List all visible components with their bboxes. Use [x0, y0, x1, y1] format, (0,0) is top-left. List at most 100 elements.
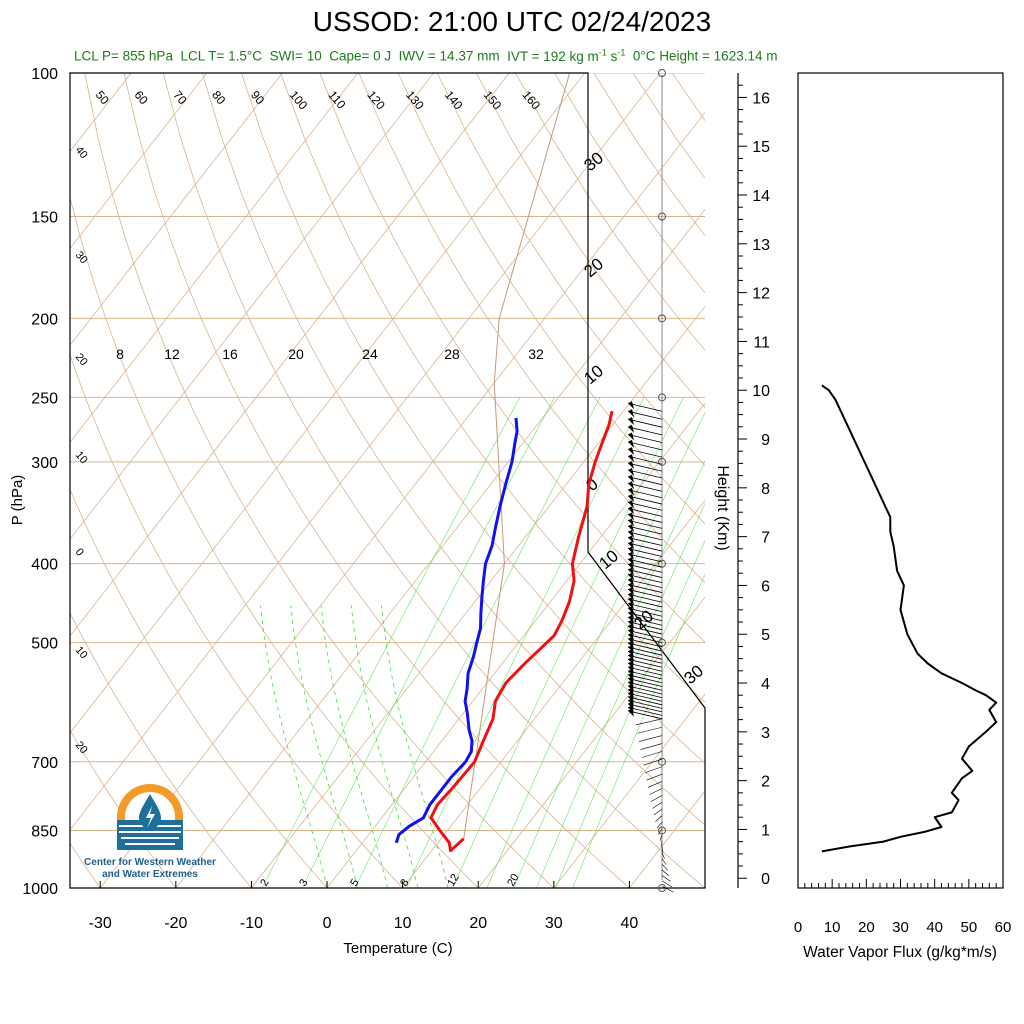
isotherm-label: 150	[481, 88, 505, 113]
mixing-ratio-label: 28	[444, 346, 460, 362]
height-tick-label: 6	[761, 578, 770, 595]
wind-barb	[647, 781, 663, 788]
mixing-ratio-label: 16	[222, 346, 238, 362]
wind-barb	[627, 699, 663, 709]
wind-barb	[627, 621, 663, 631]
isotherm-line	[99, 112, 705, 888]
skew-t-series	[394, 410, 614, 853]
mixing-ratio-line	[301, 397, 555, 888]
wind-barb	[627, 706, 663, 716]
height-tick-label: 11	[753, 334, 770, 351]
dry-adiabat	[280, 73, 705, 703]
wind-barb	[643, 758, 663, 766]
skew-t-plot-border	[69, 72, 706, 889]
wind-barb	[627, 553, 663, 563]
wind-barb	[627, 542, 663, 552]
wind-barb	[627, 689, 663, 699]
wind-barb	[659, 834, 663, 841]
height-tick-label: 5	[761, 627, 770, 644]
wind-barb	[661, 885, 674, 893]
dry-adiabat	[162, 73, 705, 888]
parcel-path	[463, 73, 571, 839]
temperature-tick-label: -10	[240, 915, 263, 932]
logo-text-line1: Center for Western Weather	[84, 857, 216, 868]
wind-barb-flag	[628, 461, 634, 470]
dry-adiabat	[751, 73, 1024, 888]
dry-adiabat	[476, 73, 705, 409]
wind-level-circle	[658, 314, 666, 323]
wind-barb-flag	[628, 582, 634, 591]
wind-barb	[627, 696, 663, 706]
skew-t-background: 50 60 70 80 90 100 110 120 130 140 150 160403020100…	[70, 73, 1024, 889]
wind-barb	[627, 593, 663, 603]
isotherm-line	[70, 73, 208, 249]
wind-barb	[627, 616, 663, 626]
mixing-ratio-bottom-label: 12	[445, 872, 462, 889]
wind-barb-flag	[628, 557, 634, 566]
wind-barb	[649, 788, 663, 795]
wind-barb-flag	[628, 535, 634, 544]
wind-barb-flag	[628, 636, 634, 645]
wind-barb	[627, 519, 663, 529]
dry-adiabat	[632, 73, 705, 179]
wind-barb	[627, 537, 663, 546]
wind-barb	[627, 531, 663, 541]
wind-barb-flag	[628, 624, 634, 633]
wind-barb-flag	[628, 432, 634, 441]
wind-barb-flag	[628, 628, 634, 637]
wind-barb	[627, 670, 663, 680]
height-tick-label: 4	[761, 676, 770, 693]
dry-adiabat	[70, 353, 403, 888]
isotherm-label: 50	[93, 88, 113, 107]
wind-barb	[627, 448, 663, 458]
wind-level-circle	[658, 826, 666, 835]
swi-value: SWI= 10	[269, 48, 322, 64]
wind-barb-flag	[628, 494, 634, 503]
wind-barb-flag	[628, 587, 634, 596]
wind-barb-flag	[628, 409, 634, 418]
wind-barb	[627, 584, 663, 593]
wind-barb-flag	[628, 454, 634, 463]
height-tick-label: 1	[761, 822, 770, 839]
wind-barb	[661, 852, 665, 859]
wind-barb	[627, 678, 663, 687]
wind-barb	[644, 766, 663, 774]
wind-barb-flag	[628, 424, 634, 433]
dry-adiabat	[84, 73, 555, 888]
ivt-value: IVT = 192 kg m-1 s-1	[507, 47, 626, 64]
wind-barb-flag	[628, 541, 634, 550]
isotherm-line	[70, 73, 586, 734]
mixing-ratio-bottom-label: 5	[348, 877, 361, 888]
cape-value: Cape= 0 J	[329, 48, 392, 64]
temperature-tick-label: 0	[323, 915, 332, 932]
wind-barb	[627, 482, 663, 492]
wind-barb	[627, 603, 663, 612]
wind-barb-flag	[628, 401, 634, 410]
wind-barb	[627, 710, 663, 720]
logo-text-line2: and Water Extremes	[102, 869, 198, 880]
mixing-ratio-bottom-label: 2	[258, 877, 271, 888]
temperature-tick-label: 30	[545, 915, 563, 932]
wind-barb-flag	[628, 649, 634, 658]
flux-axis-title: Water Vapor Flux (g/kg*m/s)	[803, 944, 997, 961]
wind-barb	[627, 674, 663, 684]
adiabat-label: 20	[73, 351, 90, 368]
wind-barb	[627, 634, 663, 644]
wind-barb	[661, 846, 664, 853]
wind-barb	[627, 658, 663, 668]
wind-barb-flag	[628, 592, 634, 601]
height-tick-label: 16	[752, 90, 770, 107]
pressure-tick-label: 300	[31, 455, 58, 472]
wind-level-circle	[658, 638, 666, 647]
wind-barb-flag	[628, 641, 634, 650]
water-vapor-flux-line	[821, 384, 998, 853]
mixing-ratio-label: 12	[164, 346, 180, 362]
isotherm-line	[402, 499, 705, 888]
wind-barb	[627, 642, 663, 652]
cw3e-logo: Center for Western Weather and Water Ext…	[70, 782, 230, 881]
wind-barb	[652, 802, 663, 809]
isotherm-line	[70, 73, 661, 831]
adiabat-label-right: 20	[580, 254, 607, 281]
isotherm-label: 70	[170, 88, 190, 107]
